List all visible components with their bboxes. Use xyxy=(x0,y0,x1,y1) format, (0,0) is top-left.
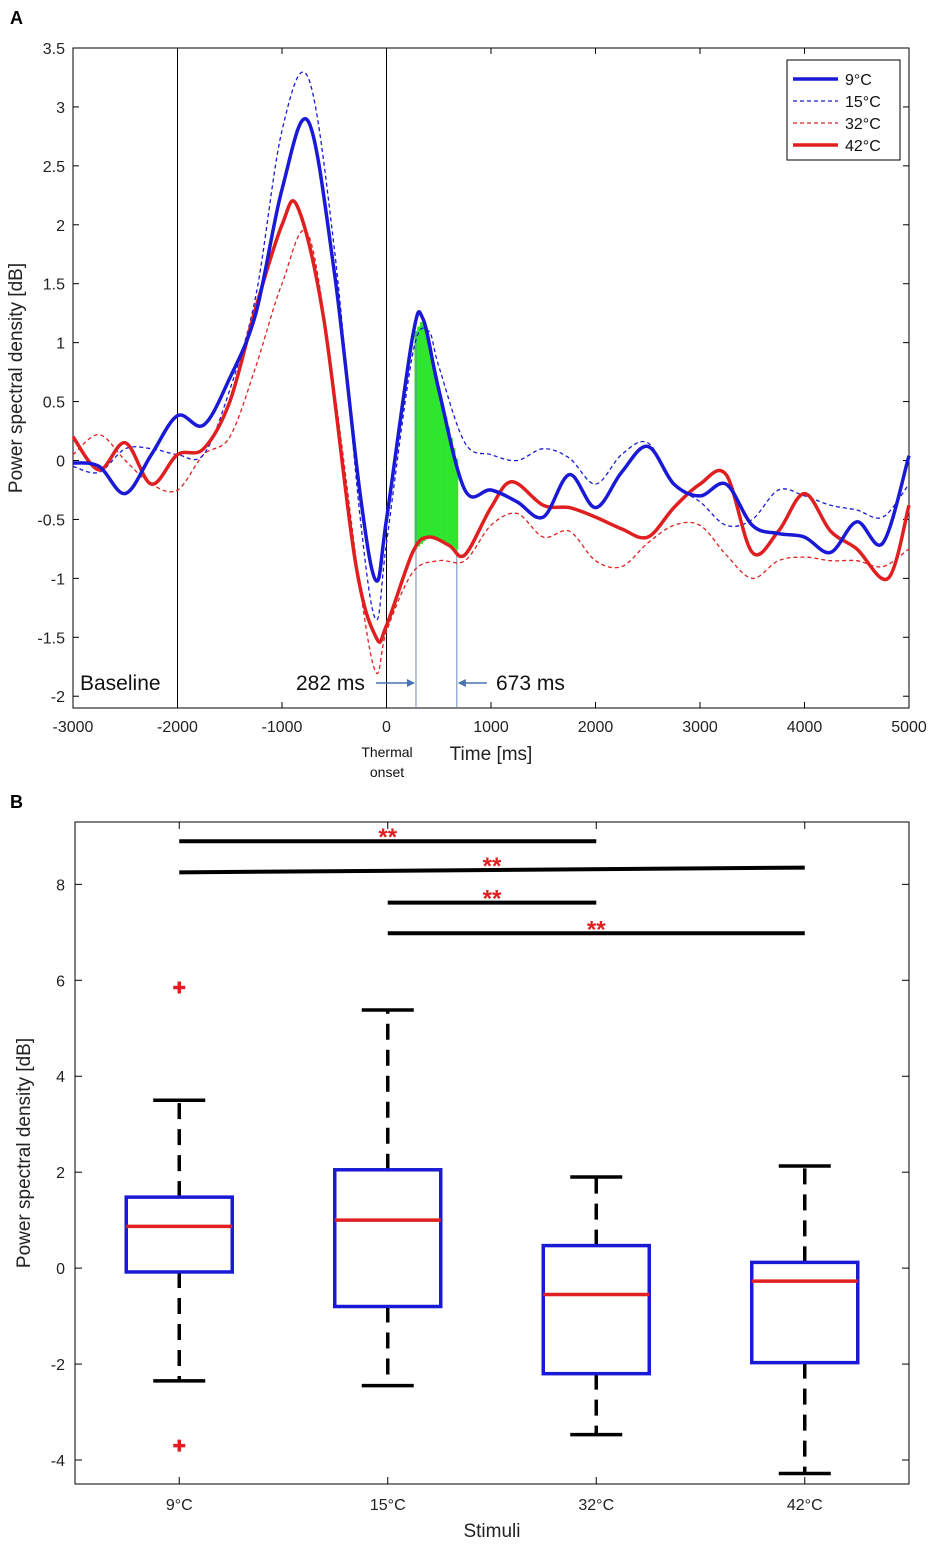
significance-bar xyxy=(179,865,805,875)
box-iqr xyxy=(541,1243,651,1376)
window-end-arrowhead xyxy=(457,679,466,687)
y-tick-label: 0.5 xyxy=(43,395,65,412)
series-line-15c xyxy=(72,71,910,621)
y-tick-label: 1 xyxy=(56,336,65,353)
legend-label: 32°C xyxy=(845,116,881,133)
x-tick-label: 2000 xyxy=(578,719,614,736)
legend-label: 15°C xyxy=(845,94,881,111)
significance-bars: ** ** ** ** xyxy=(179,824,805,943)
series-line-42c xyxy=(71,199,911,644)
panel-a-line-chart: A -3000 -2000 -1000 0 1000 2000 3000 4000 5000 -2… xyxy=(6,8,927,780)
x-tick-label: 4000 xyxy=(787,719,823,736)
outlier-marker xyxy=(173,981,186,994)
y-tick-label: 4 xyxy=(56,1069,65,1086)
box-iqr xyxy=(333,1168,443,1309)
significance-stars: ** xyxy=(378,824,397,851)
x-tick-label: -1000 xyxy=(262,719,303,736)
window-end-label: 673 ms xyxy=(496,672,565,695)
panel-a-letter: A xyxy=(10,8,23,28)
panel-b-y-axis-label: Power spectral density [dB] xyxy=(14,1038,35,1268)
series-line-32c xyxy=(72,229,910,675)
y-tick-label: -1.5 xyxy=(37,630,65,647)
panel-a-x-axis-label: Time [ms] xyxy=(450,744,533,765)
series-line-9c xyxy=(72,117,911,583)
y-tick-label: -0.5 xyxy=(37,512,65,529)
y-tick-label: 2 xyxy=(56,1165,65,1182)
thermal-onset-label-line2: onset xyxy=(370,764,404,780)
y-tick-label: 2 xyxy=(56,218,65,235)
y-tick-label: 3.5 xyxy=(43,41,65,58)
y-tick-label: 6 xyxy=(56,973,65,990)
panel-a-legend: 9°C 15°C 32°C 42°C xyxy=(786,59,901,161)
significance-stars: ** xyxy=(587,916,606,943)
box-iqr xyxy=(750,1260,860,1365)
panel-b-box-plot: B -4 -2 0 2 4 6 8 9°C 15°C 32°C 42°C ** ** ** ** Stim… xyxy=(10,792,910,1542)
x-tick-label: 9°C xyxy=(166,1497,193,1514)
x-tick-label: 42°C xyxy=(787,1497,823,1514)
x-tick-label: -3000 xyxy=(53,719,94,736)
y-tick-label: 0 xyxy=(56,454,65,471)
thermal-onset-label-line1: Thermal xyxy=(361,744,412,760)
panel-a-series xyxy=(71,71,911,675)
panel-b-ticks: -4 -2 0 2 4 6 8 9°C 15°C 32°C 42°C xyxy=(51,822,909,1514)
legend-label: 9°C xyxy=(845,72,872,89)
window-start-label: 282 ms xyxy=(296,672,365,695)
baseline-label: Baseline xyxy=(80,672,161,695)
x-tick-label: 15°C xyxy=(370,1497,406,1514)
y-tick-label: 8 xyxy=(56,877,65,894)
panel-b-plot-frame xyxy=(74,821,910,1485)
x-tick-label: -2000 xyxy=(157,719,198,736)
legend-label: 42°C xyxy=(845,138,881,155)
x-tick-label: 5000 xyxy=(891,719,927,736)
y-tick-label: 0 xyxy=(56,1261,65,1278)
box-plots xyxy=(124,981,860,1476)
y-tick-label: 1.5 xyxy=(43,277,65,294)
panel-b-x-axis-label: Stimuli xyxy=(463,1521,520,1542)
x-tick-label: 32°C xyxy=(578,1497,614,1514)
panel-a-ticks: -3000 -2000 -1000 0 1000 2000 3000 4000 5000 -2 -1… xyxy=(37,41,926,736)
y-tick-label: -2 xyxy=(51,1357,65,1374)
significance-stars: ** xyxy=(483,886,502,913)
panel-a-plot-frame xyxy=(72,47,910,709)
x-tick-label: 3000 xyxy=(682,719,718,736)
significance-stars: ** xyxy=(483,853,502,880)
y-tick-label: 3 xyxy=(56,100,65,117)
y-tick-label: -4 xyxy=(51,1453,65,1470)
y-tick-label: 2.5 xyxy=(43,159,65,176)
box-iqr xyxy=(124,1195,234,1274)
panel-a-vertical-lines xyxy=(177,48,387,708)
x-tick-label: 0 xyxy=(382,719,391,736)
y-tick-label: -2 xyxy=(51,689,65,706)
window-start-arrowhead xyxy=(406,679,415,687)
panel-a-y-axis-label: Power spectral density [dB] xyxy=(6,263,27,493)
window-arrows xyxy=(375,679,487,687)
outlier-marker xyxy=(173,1439,186,1452)
panel-a-highlight-window xyxy=(414,321,459,708)
y-tick-label: -1 xyxy=(51,571,65,588)
panel-a-annotations: Baseline 282 ms 673 ms Thermal onset xyxy=(80,672,565,780)
x-tick-label: 1000 xyxy=(473,719,509,736)
panel-b-letter: B xyxy=(10,792,23,812)
